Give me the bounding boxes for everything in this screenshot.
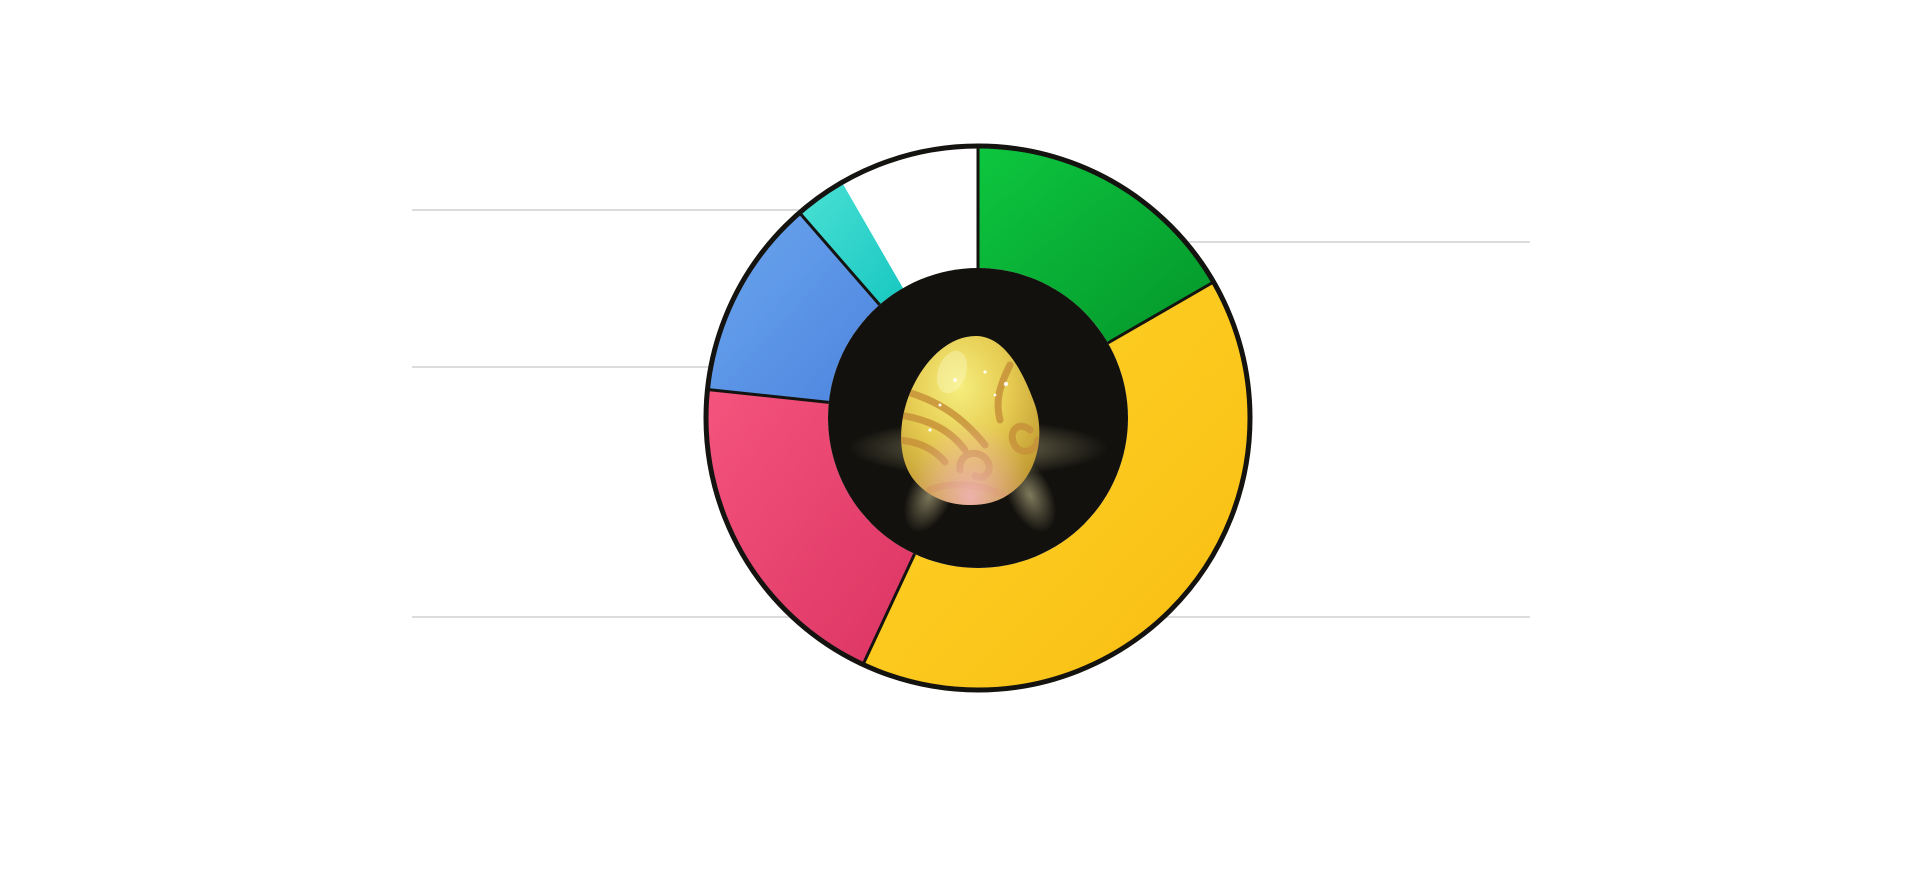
- wheel-segment-teal[interactable]: [800, 184, 903, 305]
- golden-egg-icon: [901, 336, 1040, 505]
- segment-divider: [862, 553, 916, 665]
- wheel-segment-blue[interactable]: [709, 214, 880, 403]
- segment-divider: [708, 388, 829, 404]
- segment-divider: [799, 212, 881, 306]
- wheel-segments[interactable]: [708, 147, 1249, 689]
- wheel-outline: [703, 143, 1253, 693]
- segment-divider: [1107, 281, 1214, 345]
- wheel-segment-yellow[interactable]: [863, 283, 1249, 689]
- wheel-segment-green[interactable]: [978, 148, 1212, 343]
- wheel-segment-pink[interactable]: [708, 389, 915, 663]
